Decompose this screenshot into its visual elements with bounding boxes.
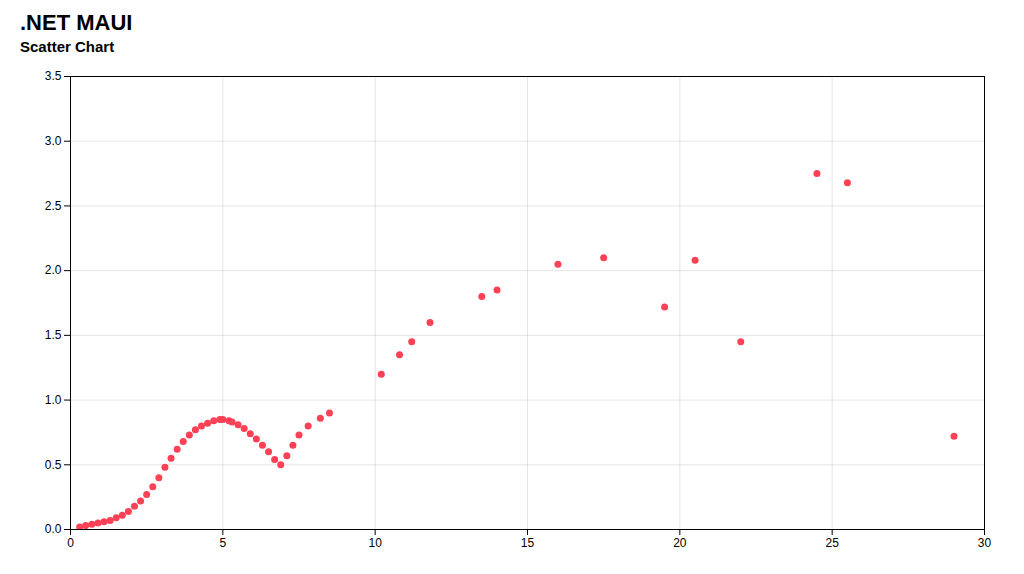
svg-text:0.0: 0.0	[45, 522, 62, 536]
svg-text:20: 20	[673, 536, 687, 550]
svg-text:1.5: 1.5	[45, 328, 62, 342]
svg-text:15: 15	[521, 536, 535, 550]
svg-text:2.0: 2.0	[45, 263, 62, 277]
svg-text:30: 30	[978, 536, 992, 550]
svg-text:5: 5	[219, 536, 226, 550]
svg-text:3.0: 3.0	[45, 134, 62, 148]
svg-text:1.0: 1.0	[45, 393, 62, 407]
svg-text:10: 10	[368, 536, 382, 550]
html-text:Scatter Chart: Scatter Chart	[20, 38, 115, 55]
svg-text:3.5: 3.5	[45, 69, 62, 83]
svg-text:25: 25	[825, 536, 839, 550]
svg-text:2.5: 2.5	[45, 199, 62, 213]
svg-text:0: 0	[67, 536, 74, 550]
html-text:.NET MAUI: .NET MAUI	[20, 10, 133, 35]
svg-text:0.5: 0.5	[45, 458, 62, 472]
